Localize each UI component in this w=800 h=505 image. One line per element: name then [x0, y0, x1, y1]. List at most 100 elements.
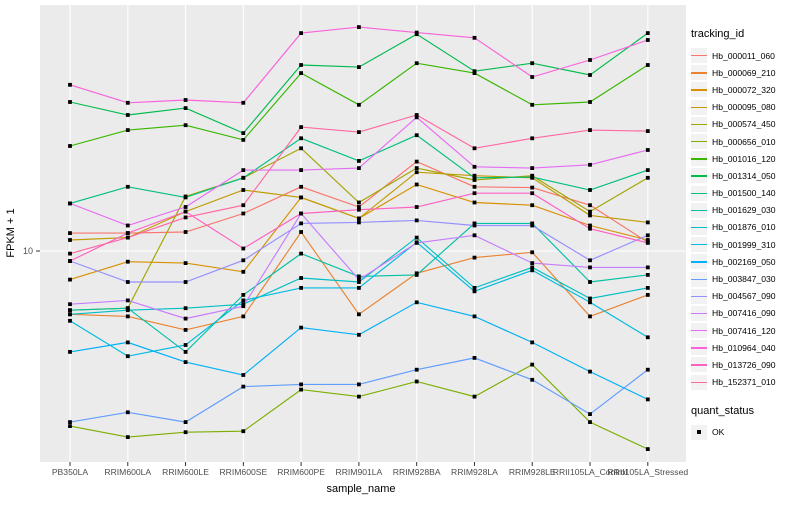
data-point: [530, 261, 535, 265]
data-point: [125, 340, 130, 345]
legend-key: [691, 323, 707, 339]
data-point: [299, 286, 303, 290]
data-point: [645, 31, 650, 35]
data-point: [183, 343, 188, 347]
data-point: [299, 221, 303, 226]
data-point: [357, 25, 361, 29]
data-point: [183, 360, 188, 364]
data-point: [299, 63, 303, 67]
data-point: [241, 258, 246, 263]
data-point: [472, 35, 477, 40]
data-point: [645, 293, 650, 297]
data-point: [645, 241, 650, 245]
y-axis-title: FPKM + 1: [5, 208, 17, 257]
data-point: [125, 354, 130, 359]
legend-key: [691, 340, 707, 356]
data-point: [472, 173, 477, 178]
legend-key-line-icon: [691, 226, 707, 229]
data-point: [472, 200, 477, 205]
data-point: [299, 382, 303, 387]
data-point: [530, 268, 535, 273]
data-point: [530, 175, 535, 179]
data-point: [357, 394, 361, 399]
legend-key: [691, 254, 707, 270]
data-point: [183, 430, 188, 435]
data-point: [588, 296, 592, 301]
data-point: [125, 231, 130, 235]
data-point: [530, 185, 535, 190]
legend-item-label: OK: [712, 427, 725, 438]
x-tick-label: RRII105LA_Stressed: [607, 467, 688, 477]
data-point: [414, 30, 419, 35]
data-point: [241, 175, 246, 180]
legend-key: [691, 65, 707, 81]
data-point: [68, 420, 72, 424]
data-point: [125, 128, 130, 132]
data-point: [241, 304, 246, 309]
legend-item: Hb_001629_030: [691, 202, 799, 219]
data-point: [645, 175, 650, 180]
data-point: [241, 131, 246, 135]
x-tick-label: RRIM901LA: [335, 467, 382, 477]
data-point: [588, 58, 592, 62]
data-point: [68, 350, 72, 354]
data-point: [530, 191, 535, 196]
data-point: [241, 269, 246, 274]
data-point: [68, 277, 72, 282]
data-point: [183, 306, 188, 311]
data-point: [241, 298, 246, 303]
legend-item-label: Hb_001999_310: [712, 239, 776, 250]
legend-key-line-icon: [691, 244, 707, 246]
data-point: [68, 424, 72, 428]
data-point: [414, 205, 419, 209]
data-point: [299, 71, 303, 75]
legend-key: [691, 357, 707, 373]
data-point: [530, 61, 535, 66]
data-point: [299, 136, 303, 141]
data-point: [530, 250, 535, 255]
legend-item: Hb_007416_090: [691, 305, 799, 322]
legend-key-line-icon: [691, 330, 707, 332]
data-point: [588, 369, 592, 374]
data-point: [183, 123, 188, 128]
data-point: [125, 314, 130, 319]
legend-key: [691, 82, 707, 98]
legend-key-line-icon: [691, 192, 707, 194]
data-point: [588, 73, 592, 77]
legend-item-label: Hb_007416_090: [712, 308, 776, 319]
data-point: [472, 394, 477, 399]
data-point: [125, 298, 130, 303]
legend-item-label: Hb_000011_060: [712, 50, 775, 61]
legend-title-tracking-id: tracking_id: [691, 28, 745, 40]
data-point: [68, 144, 72, 148]
legend-key-line-icon: [691, 381, 707, 383]
legend-item: Hb_003847_030: [691, 270, 799, 287]
data-point: [68, 100, 72, 104]
data-point: [357, 102, 361, 107]
data-point: [357, 159, 361, 163]
data-point: [472, 175, 477, 180]
legend-key-line-icon: [691, 261, 707, 263]
data-point: [183, 230, 188, 234]
legend-item-ok: OK: [691, 424, 799, 441]
legend-item-label: Hb_002169_050: [712, 256, 776, 267]
legend-key-line-icon: [691, 312, 707, 315]
data-point: [472, 164, 477, 169]
legend-items: Hb_000011_060 Hb_000069_210 Hb_000072_320 H…: [691, 47, 799, 391]
data-point: [241, 293, 246, 297]
data-point: [530, 377, 535, 382]
legend-key: [691, 168, 707, 184]
legend-item: Hb_001314_050: [691, 167, 799, 184]
legend-key: [691, 202, 707, 218]
data-point: [472, 233, 477, 238]
data-point: [530, 223, 535, 228]
data-point: [588, 314, 592, 319]
legend-item: Hb_001016_120: [691, 150, 799, 167]
data-point: [125, 259, 130, 264]
legend-item-label: Hb_000095_080: [712, 102, 776, 113]
data-point: [241, 384, 246, 389]
legend-key: [691, 99, 707, 115]
legend-key: [691, 271, 707, 287]
legend-item: Hb_000069_210: [691, 64, 799, 81]
